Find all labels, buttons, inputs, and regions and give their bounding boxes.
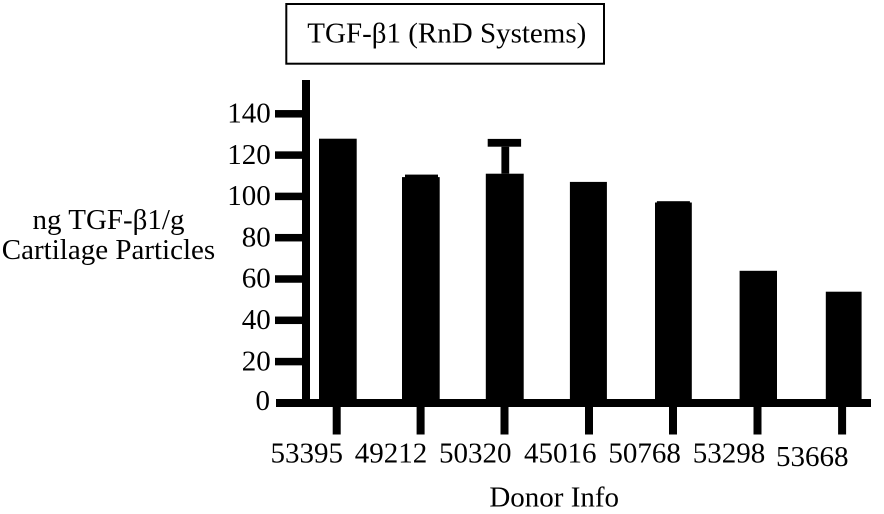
svg-text:20: 20 — [242, 345, 271, 377]
svg-text:100: 100 — [227, 180, 271, 212]
svg-text:49212: 49212 — [355, 438, 428, 470]
svg-text:120: 120 — [227, 139, 271, 171]
svg-text:60: 60 — [242, 263, 271, 295]
svg-text:Donor Info: Donor Info — [489, 482, 619, 514]
svg-text:53668: 53668 — [776, 441, 849, 473]
svg-text:50320: 50320 — [439, 438, 512, 470]
svg-text:80: 80 — [242, 221, 271, 253]
svg-text:ng TGF-β1/g: ng TGF-β1/g — [33, 204, 185, 236]
svg-text:Cartilage Particles: Cartilage Particles — [2, 234, 215, 266]
svg-text:53298: 53298 — [693, 438, 766, 470]
svg-text:45016: 45016 — [524, 438, 597, 470]
svg-text:50768: 50768 — [608, 438, 681, 470]
svg-text:0: 0 — [256, 385, 271, 417]
svg-text:TGF-β1 (RnD Systems): TGF-β1 (RnD Systems) — [307, 18, 586, 50]
svg-text:40: 40 — [242, 304, 271, 336]
svg-text:140: 140 — [227, 98, 271, 130]
svg-text:53395: 53395 — [271, 438, 344, 470]
